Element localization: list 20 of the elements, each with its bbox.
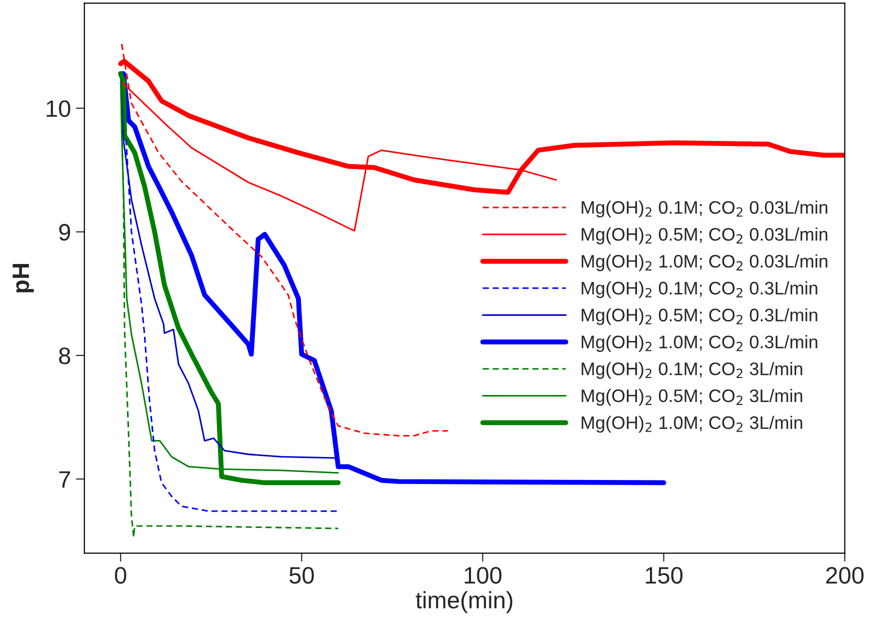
legend-label: Mg(OH)$_{2}$ 0.5M; CO$_{2}$ 3L/min [582,388,802,406]
x-tick-label: 100 [464,567,502,584]
legend-label: Mg(OH)$_{2}$ 1.0M; CO$_{2}$ 3L/min [582,416,802,433]
x-tick-label: 200 [826,567,864,584]
legend-label: Mg(OH)$_{2}$ 0.5M; CO$_{2}$ 0.03L/min [582,228,828,244]
x-tick-label: 0 [114,567,126,584]
y-tick-label: 10 [46,100,70,118]
x-tick-label: 150 [646,567,683,584]
y-tick-label: 8 [59,348,70,364]
y-tick-label: 7 [59,471,70,488]
legend-label: Mg(OH)$_{2}$ 0.1M; CO$_{2}$ 0.03L/min [582,200,828,218]
x-axis-title: time(min) [416,591,512,614]
legend-label: Mg(OH)$_{2}$ 1.0M; CO$_{2}$ 0.03L/min [582,254,828,272]
legend-label: Mg(OH)$_{2}$ 0.1M; CO$_{2}$ 0.3L/min [582,281,818,298]
y-tick-label: 9 [59,224,70,241]
legend-label: Mg(OH)$_{2}$ 1.0M; CO$_{2}$ 0.3L/min [582,335,818,352]
x-tick-label: 50 [289,567,314,584]
legend-label: Mg(OH)$_{2}$ 0.1M; CO$_{2}$ 3L/min [582,362,802,379]
y-axis-title: pH [12,264,34,292]
legend-label: Mg(OH)$_{2}$ 0.5M; CO$_{2}$ 0.3L/min [582,308,818,326]
